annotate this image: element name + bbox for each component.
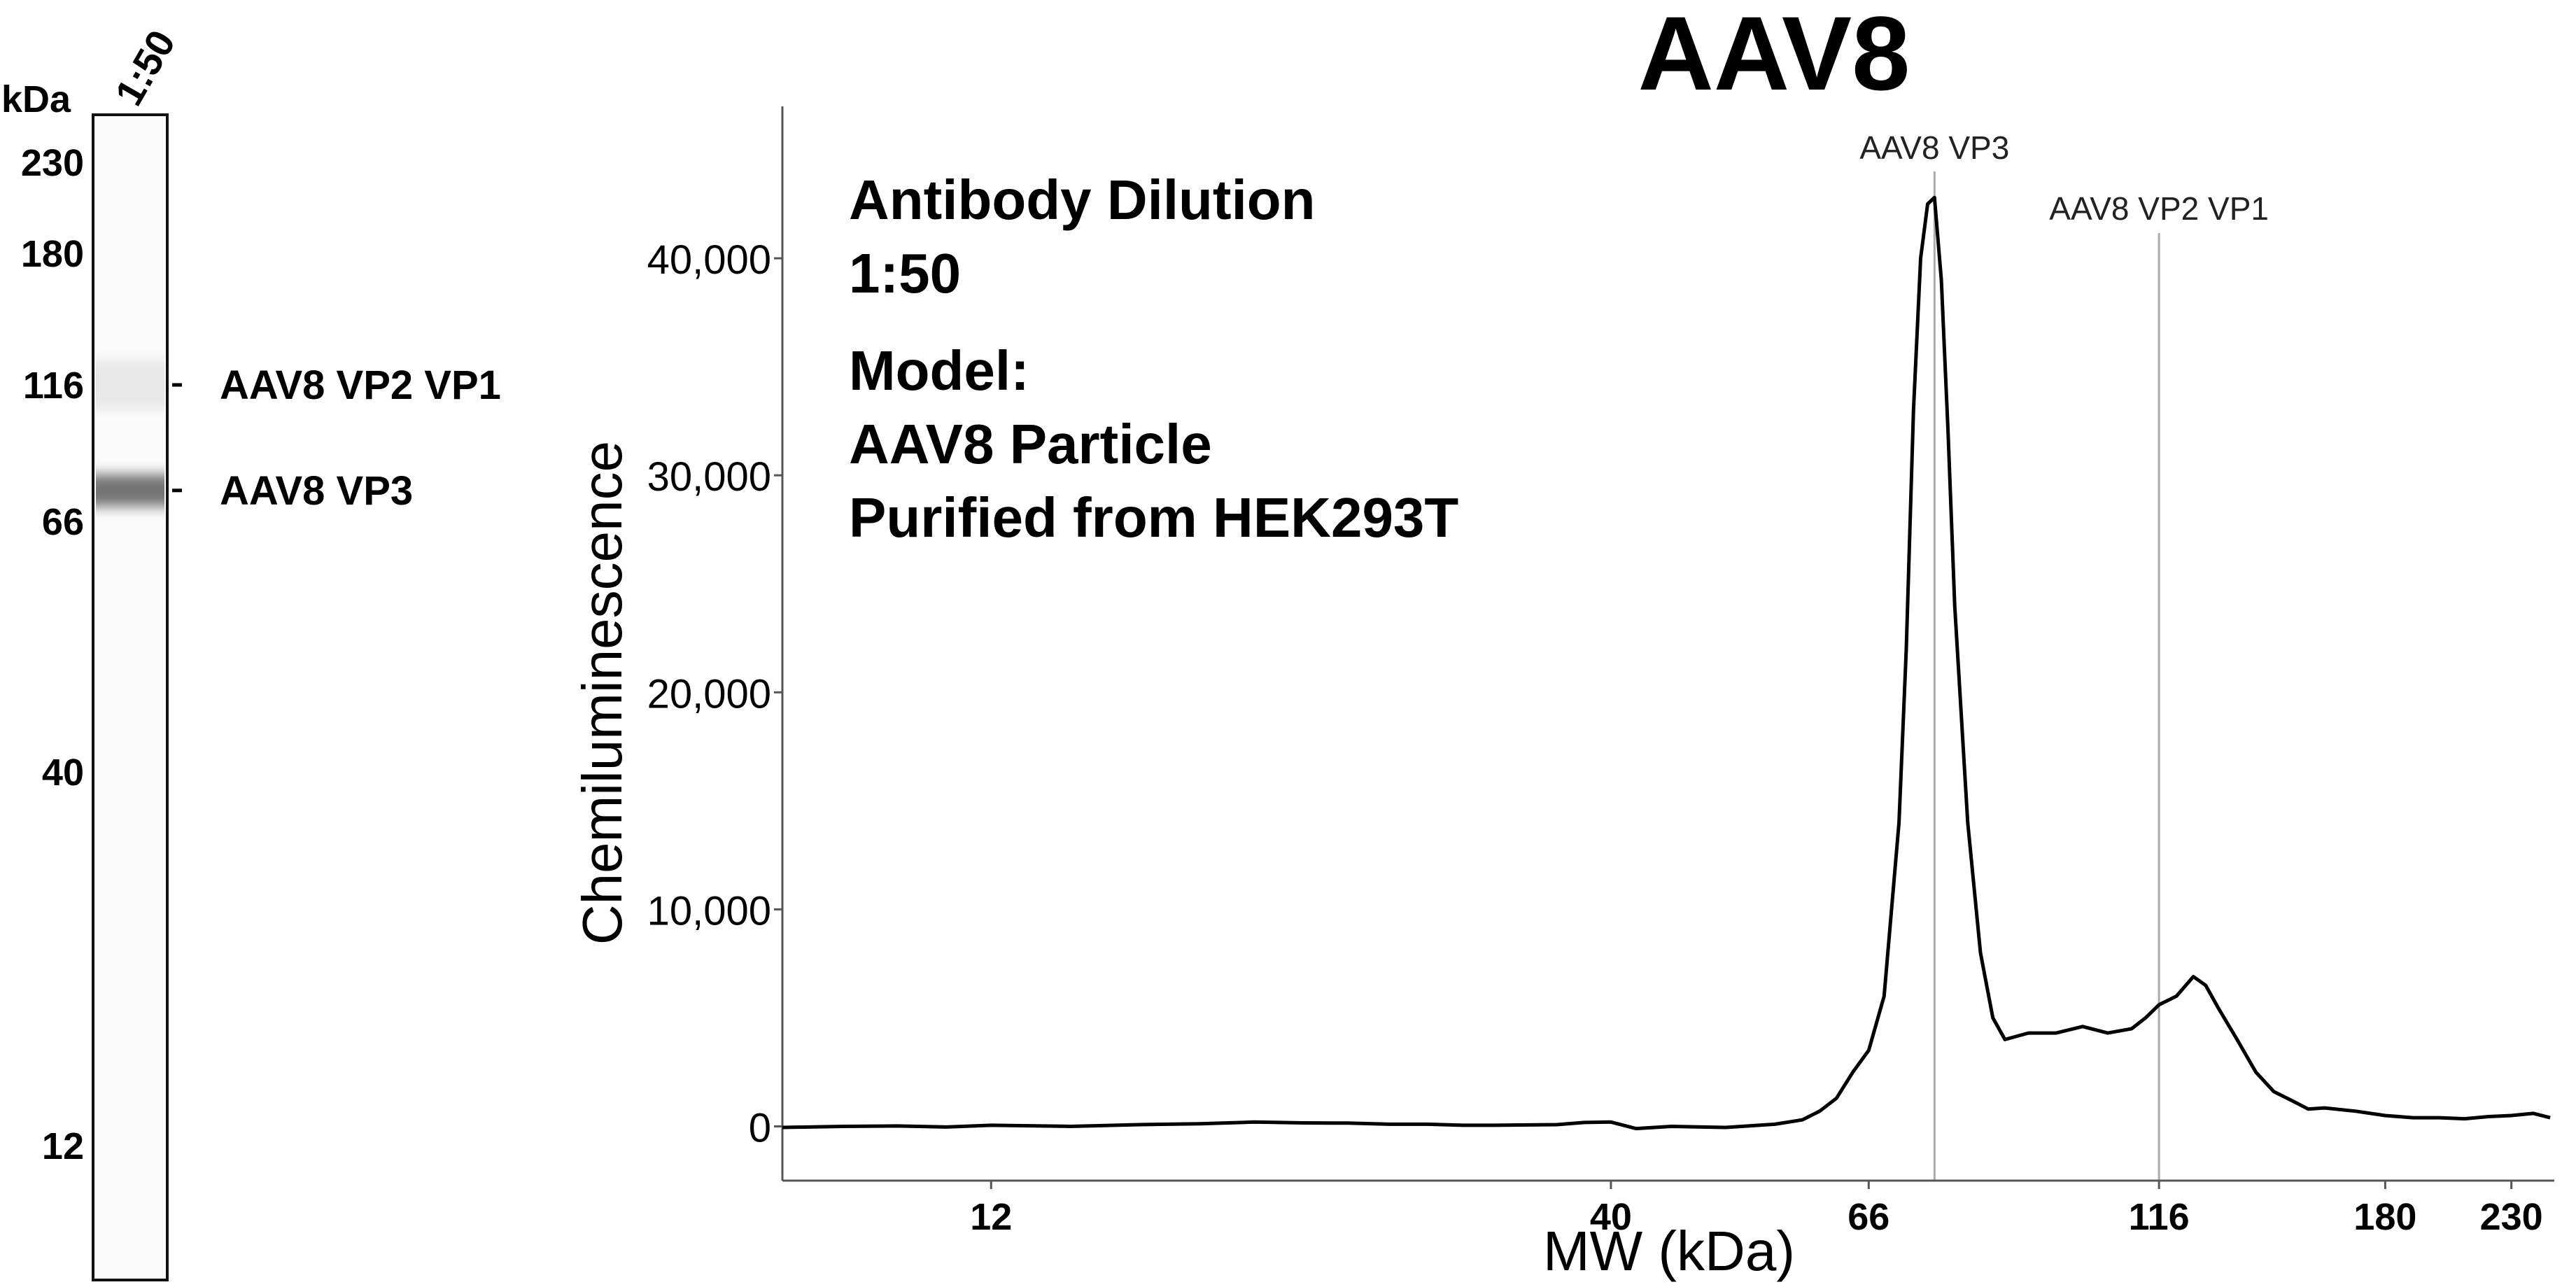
kda-unit-label: kDa: [1, 78, 71, 120]
chart-panel: AAV8 AAV8 VP3 AAV8 VP2 VP1 0 10,000 20,000 3…: [571, 0, 2554, 1282]
ladder-label: 116: [23, 365, 84, 407]
x-axis-label: MW (kDa): [1543, 1220, 1795, 1282]
ladder-label: 40: [42, 752, 84, 794]
y-tick-label: 30,000: [647, 454, 771, 500]
ladder-labels: 230 180 116 66 40 12: [21, 142, 84, 1167]
model-heading: Model:: [849, 339, 1029, 402]
chemiluminescence-trace: [782, 195, 2551, 1131]
y-axis-ticks: 0 10,000 20,000 30,000 40,000: [647, 237, 782, 1151]
x-axis-ticks: 12 40 66 116 180 230: [970, 1181, 2543, 1238]
annotation-label: AAV8 VP3: [1859, 129, 2009, 166]
band-labels: AAV8 VP2 VP1 AAV8 VP3: [172, 363, 501, 514]
y-tick-label: 10,000: [647, 888, 771, 934]
ladder-label: 12: [42, 1125, 84, 1167]
ladder-label: 180: [21, 233, 84, 275]
model-source: Purified from HEK293T: [849, 486, 1458, 549]
annotation-text-block: Antibody Dilution 1:50 Model: AAV8 Parti…: [849, 169, 1458, 549]
y-axis-label: Chemiluminescence: [571, 441, 633, 945]
model-name: AAV8 Particle: [849, 413, 1212, 475]
dilution-heading: Antibody Dilution: [849, 169, 1316, 231]
x-tick-label: 116: [2129, 1196, 2190, 1238]
ladder-label: 66: [42, 501, 84, 543]
dilution-value: 1:50: [849, 242, 961, 304]
x-tick-label: 230: [2480, 1196, 2543, 1238]
x-tick-label: 40: [1590, 1196, 1632, 1238]
y-tick-label: 20,000: [647, 671, 771, 717]
band-label: AAV8 VP3: [220, 468, 413, 514]
annotation-lines: AAV8 VP3 AAV8 VP2 VP1: [1859, 129, 2269, 1181]
ladder-label: 230: [21, 142, 84, 184]
gel-lane-frame: [92, 113, 169, 1281]
gel-bands: [96, 360, 164, 507]
band-label: AAV8 VP2 VP1: [220, 363, 501, 408]
gel-band: [96, 474, 164, 507]
lane-label: 1:50: [106, 22, 184, 113]
x-tick-label: 12: [970, 1196, 1012, 1238]
annotation-label: AAV8 VP2 VP1: [2049, 190, 2269, 227]
y-tick-label: 0: [749, 1105, 771, 1151]
chart-title: AAV8: [1638, 0, 1910, 112]
x-tick-label: 66: [1847, 1196, 1889, 1238]
gel-band: [96, 360, 164, 409]
x-tick-label: 180: [2353, 1196, 2416, 1238]
y-tick-label: 40,000: [647, 237, 771, 283]
